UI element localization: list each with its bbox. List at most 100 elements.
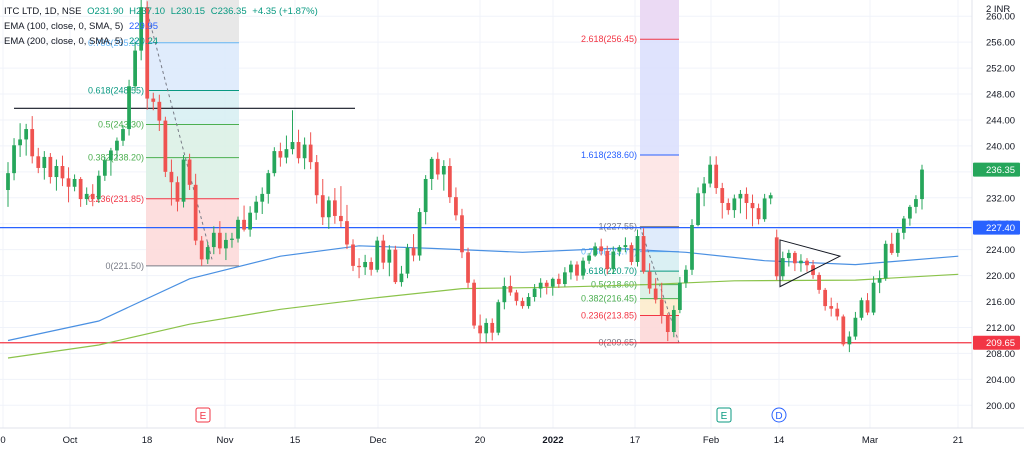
- candle-body: [211, 232, 216, 248]
- candle-body: [381, 240, 386, 263]
- candle-body: [42, 156, 47, 168]
- candle-body: [859, 300, 864, 318]
- price-axis[interactable]: 200.00 204.00 208.00 212.00 216.00 220.00 224.…: [971, 0, 1015, 428]
- currency-label: 2 INR: [986, 4, 1010, 15]
- candle-body: [24, 129, 29, 140]
- fib-ext-band: [640, 271, 679, 285]
- candle-body: [690, 225, 694, 270]
- candle-body: [454, 197, 458, 216]
- candle-body: [441, 166, 446, 175]
- candle-body: [151, 98, 156, 102]
- candle-body: [641, 236, 646, 272]
- price-tag-label: 209.65: [986, 338, 1015, 349]
- candle-body: [447, 166, 452, 198]
- candle-body: [817, 274, 821, 290]
- candle-body: [472, 282, 476, 326]
- candle-body: [127, 86, 131, 130]
- candle-body: [514, 292, 519, 301]
- fib-ext-label: 2.618(256.45): [581, 34, 637, 44]
- candle-body: [308, 144, 313, 163]
- candle-body: [696, 193, 700, 226]
- candle-body: [78, 178, 83, 200]
- candle-body: [326, 200, 331, 218]
- candle-body: [635, 236, 640, 262]
- price-tick-label: 224.00: [986, 245, 1015, 256]
- price-tick-label: 212.00: [986, 323, 1015, 334]
- candle-body: [587, 255, 591, 261]
- candle-body: [629, 245, 634, 262]
- candle-body: [90, 193, 95, 200]
- fib-ext-label: 0.236(213.85): [581, 310, 637, 320]
- legend-ema200-row[interactable]: EMA (200, close, 0, SMA, 5) 220.24: [4, 36, 161, 47]
- candle-body: [411, 247, 416, 256]
- price-tick-label: 256.00: [986, 38, 1015, 49]
- candle-body: [345, 221, 349, 245]
- horizontal-lines: [0, 107, 972, 344]
- fib-ext-band-top: [640, 0, 679, 40]
- ema200-label: EMA (200, close, 0, SMA, 5): [4, 36, 124, 47]
- price-tag-bg: [973, 335, 1020, 350]
- candle-body: [296, 142, 301, 159]
- candle-body: [847, 336, 852, 345]
- candle-body: [702, 183, 706, 194]
- candle-body: [175, 182, 180, 202]
- price-tick-label: 232.00: [986, 193, 1015, 204]
- candle-body: [484, 322, 489, 334]
- candle-body: [278, 151, 283, 158]
- time-tick-label: 2022: [542, 435, 563, 446]
- candle-body: [72, 178, 77, 187]
- candle-body: [526, 297, 531, 307]
- candle-body: [254, 201, 259, 213]
- candle-body: [901, 218, 906, 233]
- candle-body: [883, 243, 888, 279]
- candle-body: [290, 142, 295, 150]
- time-axis[interactable]: 0 Oct 18 Nov 15 Dec 20 2022 17 Feb 14 Mar 21: [0, 427, 1024, 446]
- ema100-label: EMA (100, close, 0, SMA, 5): [4, 21, 124, 32]
- candle-body: [575, 264, 579, 276]
- candle-body: [417, 212, 422, 256]
- fib-ext-label: 0.5(218.60): [591, 280, 637, 290]
- candle-body: [66, 178, 71, 187]
- fib-trend-line: [145, 7, 213, 260]
- candle-body: [908, 206, 912, 219]
- candle-body: [163, 120, 168, 172]
- candle-body: [84, 193, 89, 200]
- symbol-title[interactable]: ITC LTD, 1D, NSE: [4, 6, 82, 17]
- candle-body: [351, 244, 355, 266]
- candle-body: [387, 249, 392, 263]
- candle-body: [617, 247, 622, 252]
- candle-body: [599, 246, 604, 251]
- legend-ema100-row[interactable]: EMA (100, close, 0, SMA, 5) 229.95: [4, 21, 161, 32]
- candle-body: [569, 264, 573, 273]
- candle-body: [242, 219, 246, 230]
- candle-body: [12, 145, 16, 174]
- event-marker-label: D: [775, 411, 782, 422]
- candle-body: [48, 156, 53, 178]
- price-tick-label: 216.00: [986, 297, 1015, 308]
- fib-level-label: 0.618(248.55): [88, 85, 144, 95]
- candle-body: [799, 260, 803, 264]
- candle-body: [363, 261, 368, 268]
- candle-body: [405, 247, 410, 274]
- candle-body: [720, 188, 725, 203]
- fibonacci-drawings: 0(221.50) 0.236(231.85) 0.382(238.20) 0.5(2…: [88, 0, 680, 348]
- candle-body: [217, 232, 222, 249]
- candle-body: [877, 278, 882, 283]
- candle-body: [786, 252, 791, 259]
- ohlc-low: L230.15: [170, 6, 206, 17]
- candle-body: [369, 261, 374, 270]
- price-tag-label: 227.40: [986, 223, 1015, 234]
- trend-drawings: [779, 239, 842, 288]
- price-tick-label: 220.00: [986, 271, 1015, 282]
- candle-body: [556, 278, 561, 285]
- candle-body: [708, 164, 713, 184]
- candle-body: [744, 193, 749, 203]
- candle-body: [544, 282, 549, 287]
- candle-body: [102, 160, 107, 176]
- candle-body: [393, 249, 398, 283]
- fib-ext-band: [640, 154, 679, 227]
- price-tick-label: 260.00: [986, 12, 1015, 23]
- candle-body: [145, 7, 150, 99]
